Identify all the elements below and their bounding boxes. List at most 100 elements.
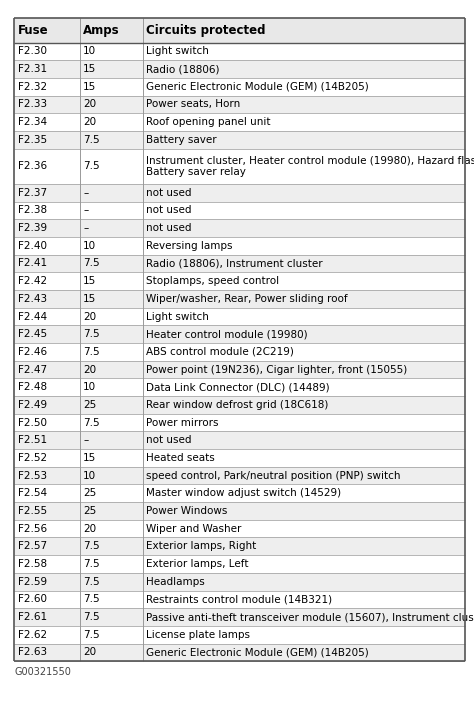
Bar [14,308,80,326]
Text: F2.58: F2.58 [18,559,47,569]
Text: 7.5: 7.5 [83,135,100,145]
Text: F2.33: F2.33 [18,100,47,109]
Bar [143,449,465,467]
Bar [14,502,80,520]
Text: 10: 10 [83,46,96,56]
Bar [143,255,465,272]
Bar [14,237,80,255]
Bar [14,184,80,202]
Text: not used: not used [146,205,192,215]
Bar [14,520,80,538]
Text: 15: 15 [83,64,97,74]
Text: not used: not used [146,223,192,233]
Bar [14,78,80,95]
Bar [14,484,80,502]
Bar [143,396,465,414]
Text: 7.5: 7.5 [83,612,100,622]
Bar [80,449,143,467]
Bar [143,95,465,113]
Text: F2.43: F2.43 [18,294,47,304]
Text: –: – [83,205,89,215]
Bar [143,502,465,520]
Bar [80,60,143,78]
Text: Exterior lamps, Left: Exterior lamps, Left [146,559,249,569]
Text: Passive anti-theft transceiver module (15607), Instrument cluster: Passive anti-theft transceiver module (1… [146,612,474,622]
Text: G00321550: G00321550 [14,667,71,677]
Bar [80,414,143,432]
Bar [143,272,465,290]
Bar [80,626,143,643]
Bar [14,326,80,343]
Text: 20: 20 [83,311,96,321]
Bar [14,131,80,149]
Bar [143,378,465,396]
Text: Power point (19N236), Cigar lighter, front (15055): Power point (19N236), Cigar lighter, fro… [146,365,408,375]
Text: F2.47: F2.47 [18,365,47,375]
Text: F2.61: F2.61 [18,612,47,622]
Bar [143,360,465,378]
Text: Heater control module (19980): Heater control module (19980) [146,329,308,339]
Text: F2.37: F2.37 [18,188,47,198]
Text: 7.5: 7.5 [83,541,100,551]
Text: 20: 20 [83,648,96,658]
Text: 7.5: 7.5 [83,594,100,604]
Bar [14,219,80,237]
Bar [80,378,143,396]
Bar [143,591,465,608]
Text: F2.49: F2.49 [18,400,47,410]
Bar [80,255,143,272]
Bar [143,343,465,360]
Text: F2.51: F2.51 [18,435,47,445]
Text: License plate lamps: License plate lamps [146,630,250,640]
Text: 20: 20 [83,100,96,109]
Text: F2.35: F2.35 [18,135,47,145]
Text: Battery saver: Battery saver [146,135,217,145]
Bar [80,555,143,573]
Text: F2.42: F2.42 [18,276,47,286]
Text: F2.59: F2.59 [18,577,47,587]
Bar [14,255,80,272]
Bar [14,113,80,131]
Bar [80,18,143,43]
Bar [143,237,465,255]
Bar [14,18,80,43]
Bar [14,538,80,555]
Text: 20: 20 [83,117,96,127]
Text: Roof opening panel unit: Roof opening panel unit [146,117,271,127]
Bar [143,432,465,449]
Text: Restraints control module (14B321): Restraints control module (14B321) [146,594,332,604]
Bar [14,60,80,78]
Bar [143,555,465,573]
Bar [14,573,80,591]
Bar [80,484,143,502]
Text: 25: 25 [83,488,97,498]
Text: 7.5: 7.5 [83,417,100,427]
Bar [14,272,80,290]
Bar [80,502,143,520]
Text: F2.50: F2.50 [18,417,47,427]
Text: 7.5: 7.5 [83,577,100,587]
Bar [80,131,143,149]
Bar [14,449,80,467]
Bar [143,484,465,502]
Bar [143,414,465,432]
Bar [80,538,143,555]
Text: 7.5: 7.5 [83,630,100,640]
Bar [14,591,80,608]
Text: F2.57: F2.57 [18,541,47,551]
Text: F2.46: F2.46 [18,347,47,357]
Text: F2.55: F2.55 [18,506,47,516]
Bar [14,149,80,184]
Bar [80,591,143,608]
Bar [80,272,143,290]
Bar [14,432,80,449]
Text: Radio (18806), Instrument cluster: Radio (18806), Instrument cluster [146,259,323,269]
Text: Master window adjust switch (14529): Master window adjust switch (14529) [146,488,341,498]
Text: F2.40: F2.40 [18,241,47,251]
Text: 10: 10 [83,471,96,481]
Bar [143,308,465,326]
Text: Wiper and Washer: Wiper and Washer [146,523,242,534]
Text: F2.30: F2.30 [18,46,47,56]
Text: F2.32: F2.32 [18,82,47,92]
Text: 7.5: 7.5 [83,347,100,357]
